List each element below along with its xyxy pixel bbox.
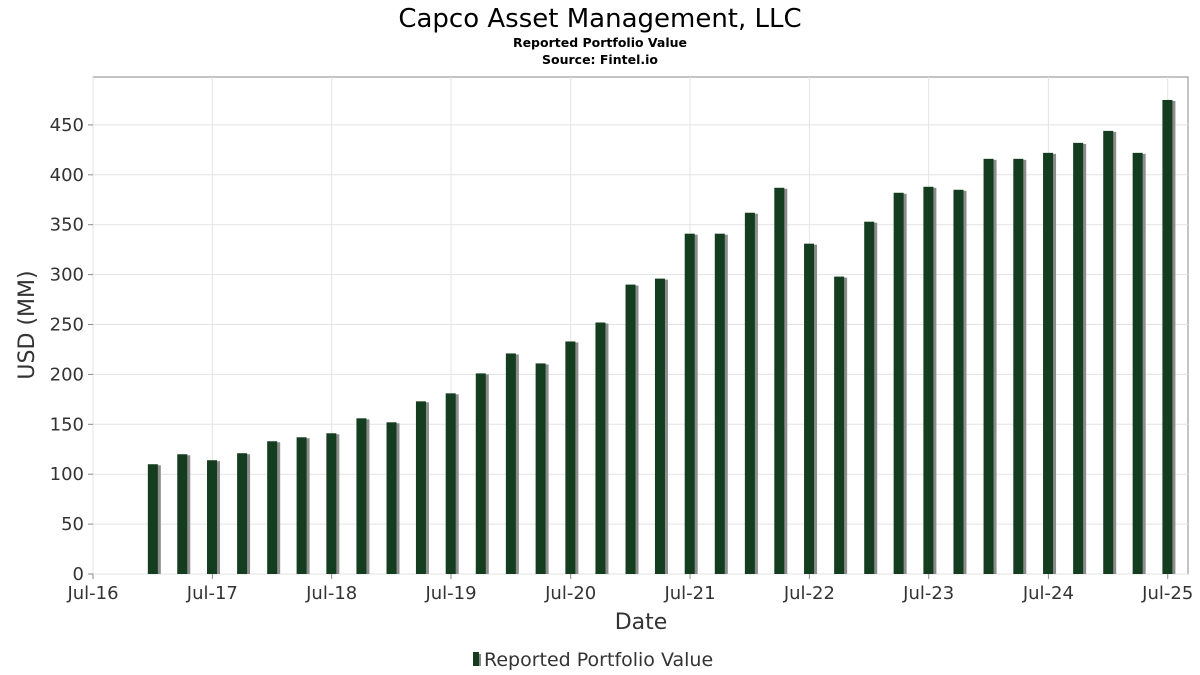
chart-source: Source: Fintel.io [542,52,658,67]
bar [565,341,576,574]
bar [714,233,725,574]
bar [535,363,546,574]
y-tick-label: 150 [50,414,84,435]
legend-label: Reported Portfolio Value [484,649,713,671]
bar [445,393,456,574]
legend-swatch [473,652,479,666]
bar [804,243,815,574]
bar [147,464,158,574]
y-tick-label: 0 [73,564,84,585]
legend: Reported Portfolio Value [473,649,713,671]
bar [595,322,606,574]
bar [505,353,516,574]
bar [1132,152,1143,574]
x-tick-label: Jul-25 [1141,583,1193,604]
bar [1103,130,1114,574]
bar [774,187,785,575]
bar-series [147,99,1176,575]
bar [983,158,994,575]
chart-subtitle: Reported Portfolio Value [513,35,687,50]
y-tick-label: 450 [50,115,84,136]
x-tick-label: Jul-18 [305,583,357,604]
bar [834,276,845,574]
bar [1073,142,1084,574]
bar [267,441,278,574]
x-tick-label: Jul-17 [186,583,238,604]
bar [893,192,904,574]
y-tick-label: 250 [50,315,84,336]
axes: 0 50 100 150 200 250 300 350 400 450 Jul-16 Jul-17 J… [50,115,1194,604]
bar [237,453,248,574]
bar [864,221,875,574]
bar [386,422,397,574]
x-tick-label: Jul-24 [1022,583,1074,604]
x-tick-label: Jul-16 [66,583,118,604]
x-tick-label: Jul-20 [544,583,596,604]
y-tick-label: 50 [61,514,84,535]
bar [207,460,218,574]
x-tick-label: Jul-21 [663,583,715,604]
x-tick-label: Jul-23 [902,583,954,604]
legend-swatch-shadow [479,654,481,666]
x-tick-label: Jul-19 [424,583,476,604]
x-tick-label: Jul-22 [783,583,835,604]
y-tick-label: 400 [50,165,84,186]
bar [1162,99,1173,575]
bar [923,186,934,574]
bar [953,189,964,575]
bar [1013,158,1024,575]
bar [654,278,665,574]
y-tick-label: 200 [50,364,84,385]
bar [356,418,367,574]
chart-title: Capco Asset Management, LLC [398,4,801,34]
y-tick-label: 100 [50,464,84,485]
bar [475,373,486,574]
y-tick-label: 350 [50,215,84,236]
bar [625,284,636,574]
bar [296,437,307,574]
bar [177,454,188,574]
x-axis-title: Date [615,610,668,635]
y-axis-title: USD (MM) [15,270,40,379]
bar [744,212,755,574]
y-tick-label: 300 [50,265,84,286]
bar [684,233,695,574]
bar [415,401,426,574]
bar [326,433,337,574]
bar [1043,152,1054,574]
